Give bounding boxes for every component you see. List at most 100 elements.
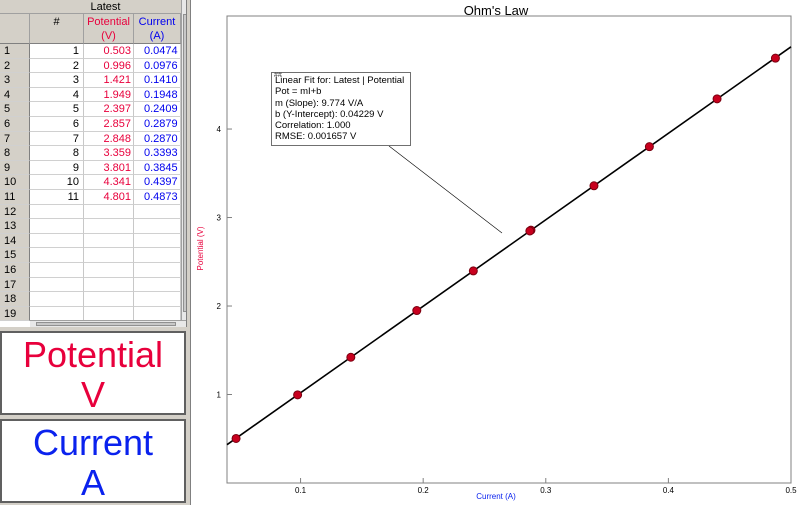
cell-current[interactable]: 0.3393 xyxy=(134,146,181,161)
cell-index[interactable]: 10 xyxy=(30,175,84,190)
cell-potential[interactable] xyxy=(84,292,134,307)
cell-potential[interactable] xyxy=(84,233,134,249)
table-row[interactable]: 2 2 0.996 0.0976 xyxy=(0,58,181,74)
cell-index[interactable]: 5 xyxy=(30,102,84,117)
linear-fit-annotation[interactable]: ## Linear Fit for: Latest | Potential Po… xyxy=(271,72,411,146)
cell-index[interactable]: 1 xyxy=(30,44,84,59)
cell-index[interactable] xyxy=(30,204,84,220)
row-number: 13 xyxy=(0,219,30,234)
table-row[interactable]: 13 xyxy=(0,219,181,234)
cell-current[interactable]: 0.4397 xyxy=(134,175,181,190)
row-number: 4 xyxy=(0,87,30,103)
x-tick-label: 0.2 xyxy=(418,486,430,495)
current-meter-name: Current xyxy=(32,422,154,463)
fit-line-1: Linear Fit for: Latest | Potential xyxy=(275,75,405,86)
table-row[interactable]: 1 1 0.503 0.0474 xyxy=(0,44,181,59)
cell-potential[interactable]: 0.503 xyxy=(84,44,134,59)
cell-potential[interactable]: 4.341 xyxy=(84,175,134,190)
cell-current[interactable]: 0.1948 xyxy=(134,87,181,103)
cell-index[interactable]: 2 xyxy=(30,58,84,74)
cell-index[interactable] xyxy=(30,233,84,249)
table-row[interactable]: 4 4 1.949 0.1948 xyxy=(0,87,181,103)
cell-index[interactable]: 3 xyxy=(30,73,84,88)
cell-index[interactable]: 6 xyxy=(30,117,84,132)
column-header-current[interactable]: Current (A) xyxy=(134,14,181,44)
row-number: 10 xyxy=(0,175,30,190)
data-table[interactable]: Latest # Potential (V) Current (A) 1 1 0.5… xyxy=(0,0,187,327)
cell-index[interactable]: 4 xyxy=(30,87,84,103)
cell-potential[interactable] xyxy=(84,248,134,263)
table-row[interactable]: 10 10 4.341 0.4397 xyxy=(0,175,181,190)
table-row[interactable]: 14 xyxy=(0,233,181,249)
row-number: 14 xyxy=(0,233,30,249)
table-row[interactable]: 15 xyxy=(0,248,181,263)
cell-potential[interactable]: 4.801 xyxy=(84,190,134,205)
table-row[interactable]: 6 6 2.857 0.2879 xyxy=(0,117,181,132)
cell-potential[interactable] xyxy=(84,277,134,293)
cell-current[interactable]: 0.2409 xyxy=(134,102,181,117)
horizontal-scroll-thumb[interactable] xyxy=(36,322,176,326)
cell-current[interactable] xyxy=(134,233,181,249)
ohms-law-chart[interactable]: Ohm's Law 0.1 0.2 0.3 0.4 0.5 1 2 3 4 Current (A) P… xyxy=(191,0,800,505)
horizontal-scrollbar[interactable] xyxy=(30,320,186,327)
cell-index[interactable]: 7 xyxy=(30,131,84,147)
cell-index[interactable] xyxy=(30,277,84,293)
cell-current[interactable]: 0.4873 xyxy=(134,190,181,205)
cell-potential[interactable]: 3.801 xyxy=(84,160,134,176)
table-row[interactable]: 16 xyxy=(0,263,181,278)
cell-current[interactable]: 0.3845 xyxy=(134,160,181,176)
cell-index[interactable] xyxy=(30,219,84,234)
cell-potential[interactable]: 0.996 xyxy=(84,58,134,74)
column-header-potential[interactable]: Potential (V) xyxy=(84,14,134,44)
current-meter[interactable]: Current A xyxy=(0,419,186,503)
y-tick-label: 3 xyxy=(217,214,222,223)
cell-current[interactable]: 0.2879 xyxy=(134,117,181,132)
cell-current[interactable]: 0.0474 xyxy=(134,44,181,59)
table-row[interactable]: 7 7 2.848 0.2870 xyxy=(0,131,181,147)
data-point xyxy=(412,306,422,316)
table-row[interactable]: 5 5 2.397 0.2409 xyxy=(0,102,181,117)
table-row[interactable]: 9 9 3.801 0.3845 xyxy=(0,160,181,176)
cell-potential[interactable] xyxy=(84,263,134,278)
cell-current[interactable]: 0.0976 xyxy=(134,58,181,74)
cell-index[interactable] xyxy=(30,248,84,263)
cell-potential[interactable]: 1.949 xyxy=(84,87,134,103)
cell-potential[interactable] xyxy=(84,204,134,220)
table-row[interactable]: 18 xyxy=(0,292,181,307)
vertical-scroll-thumb[interactable] xyxy=(183,14,186,312)
cell-index[interactable]: 9 xyxy=(30,160,84,176)
cell-current[interactable] xyxy=(134,204,181,220)
vertical-scrollbar[interactable] xyxy=(181,0,186,320)
cell-current[interactable] xyxy=(134,219,181,234)
graph-panel[interactable]: Ohm's Law 0.1 0.2 0.3 0.4 0.5 1 2 3 4 Current (A) P… xyxy=(190,0,800,505)
table-row[interactable]: 3 3 1.421 0.1410 xyxy=(0,73,181,88)
cell-index[interactable] xyxy=(30,263,84,278)
table-row[interactable]: 8 8 3.359 0.3393 xyxy=(0,146,181,161)
table-row[interactable]: 11 11 4.801 0.4873 xyxy=(0,190,181,205)
cell-current[interactable] xyxy=(134,263,181,278)
annotation-drag-handle[interactable]: ## xyxy=(274,72,282,79)
cell-current[interactable] xyxy=(134,277,181,293)
cell-current[interactable] xyxy=(134,248,181,263)
row-number: 16 xyxy=(0,263,30,278)
column-header-index[interactable]: # xyxy=(30,14,84,44)
cell-potential[interactable]: 2.397 xyxy=(84,102,134,117)
cell-potential[interactable]: 2.857 xyxy=(84,117,134,132)
cell-index[interactable] xyxy=(30,292,84,307)
cell-current[interactable] xyxy=(134,292,181,307)
cell-potential[interactable] xyxy=(84,219,134,234)
table-row[interactable]: 17 xyxy=(0,277,181,293)
data-point xyxy=(525,226,535,236)
y-tick-label: 2 xyxy=(217,302,222,311)
column-header-current-name: Current xyxy=(138,16,176,28)
cell-index[interactable]: 8 xyxy=(30,146,84,161)
cell-current[interactable]: 0.1410 xyxy=(134,73,181,88)
cell-index[interactable]: 11 xyxy=(30,190,84,205)
table-row[interactable]: 12 xyxy=(0,204,181,220)
potential-meter[interactable]: Potential V xyxy=(0,331,186,415)
cell-current[interactable]: 0.2870 xyxy=(134,131,181,147)
cell-potential[interactable]: 2.848 xyxy=(84,131,134,147)
cell-potential[interactable]: 1.421 xyxy=(84,73,134,88)
x-tick-label: 0.4 xyxy=(663,486,675,495)
cell-potential[interactable]: 3.359 xyxy=(84,146,134,161)
